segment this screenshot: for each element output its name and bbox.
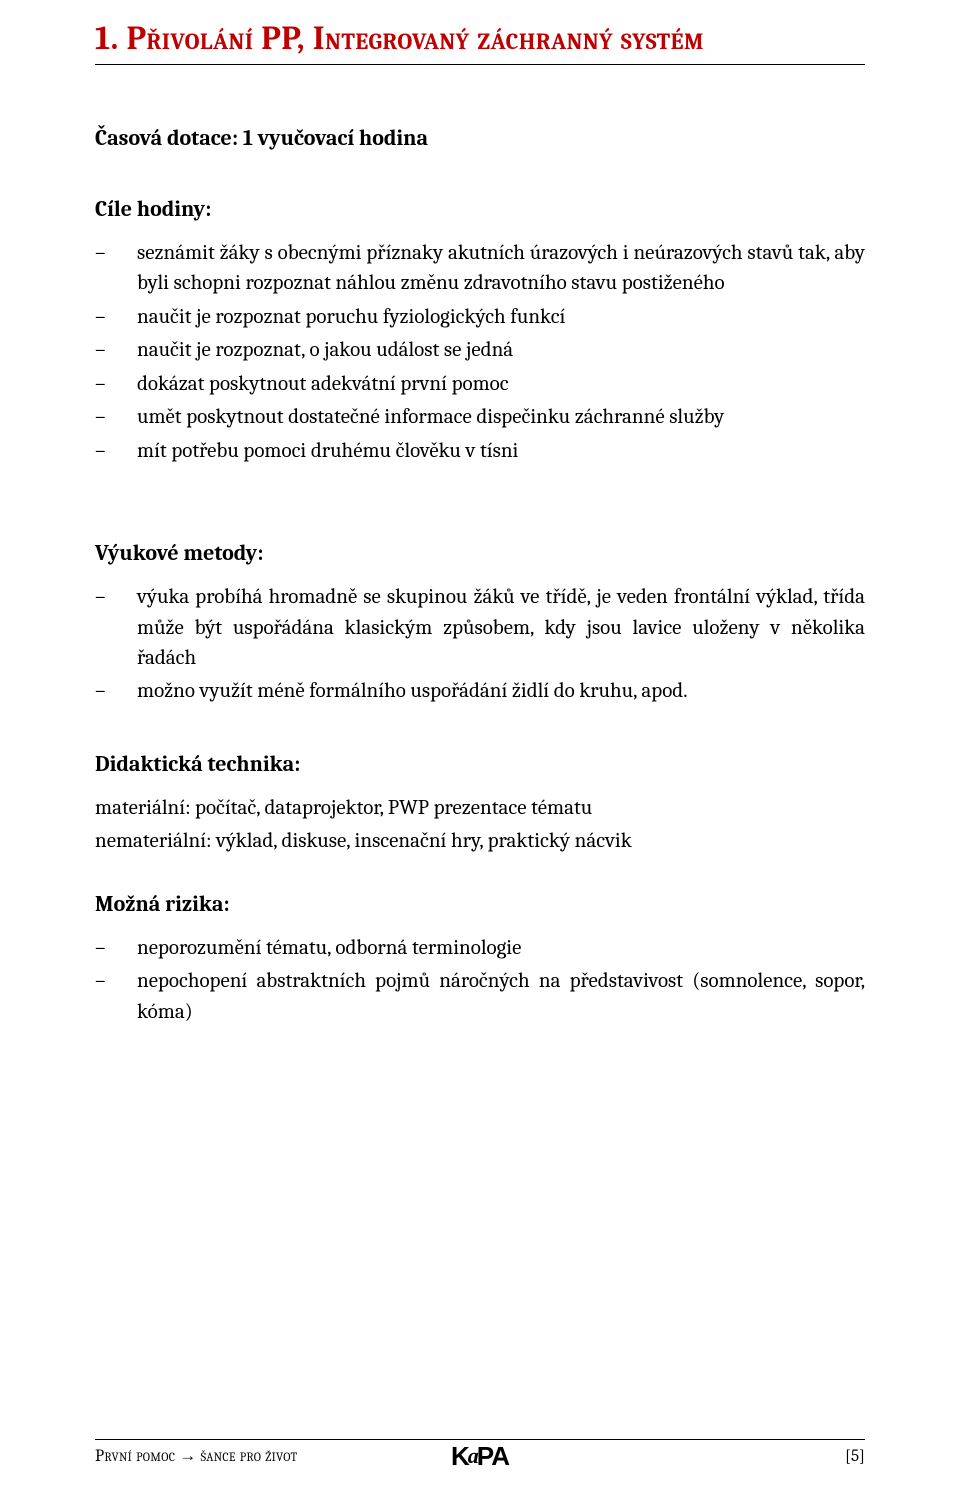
methods-heading: Výukové metody: xyxy=(95,540,865,566)
list-item: umět poskytnout dostatečné informace dis… xyxy=(137,402,865,432)
footer-text: První pomoc xyxy=(95,1447,175,1466)
kapa-logo: KaPA xyxy=(451,1441,509,1472)
list-item: naučit je rozpoznat, o jakou událost se … xyxy=(137,335,865,365)
methods-list: výuka probíhá hromadně se skupinou žáků … xyxy=(95,582,865,707)
list-item: neporozumění tématu, odborná terminologi… xyxy=(137,933,865,963)
didactic-line: materiální: počítač, dataprojektor, PWP … xyxy=(95,793,865,823)
didactic-heading: Didaktická technika: xyxy=(95,751,865,777)
logo-k: K xyxy=(451,1441,469,1472)
list-item: mít potřebu pomoci druhému člověku v tís… xyxy=(137,436,865,466)
footer-logo: KaPA xyxy=(451,1441,509,1472)
list-item: seznámit žáky s obecnými příznaky akutní… xyxy=(137,238,865,299)
page-number: [5] xyxy=(845,1447,865,1466)
list-item: možno využít méně formálního uspořádání … xyxy=(137,676,865,706)
chapter-title: 1. Přivolání PP, Integrovaný záchranný s… xyxy=(95,20,865,58)
list-item: dokázat poskytnout adekvátní první pomoc xyxy=(137,369,865,399)
footer-text: šance pro život xyxy=(201,1447,298,1466)
didactic-line: nemateriální: výklad, diskuse, inscenačn… xyxy=(95,826,865,856)
arrow-icon: → xyxy=(179,1446,196,1465)
title-underline xyxy=(95,64,865,65)
risks-list: neporozumění tématu, odborná terminologi… xyxy=(95,933,865,1027)
goals-heading: Cíle hodiny: xyxy=(95,196,865,222)
goals-list: seznámit žáky s obecnými příznaky akutní… xyxy=(95,238,865,466)
list-item: výuka probíhá hromadně se skupinou žáků … xyxy=(137,582,865,673)
list-item: nepochopení abstraktních pojmů náročných… xyxy=(137,966,865,1027)
page-footer: První pomoc → šance pro život KaPA [5] xyxy=(95,1439,865,1466)
logo-pa: PA xyxy=(477,1441,509,1472)
footer-left: První pomoc → šance pro život xyxy=(95,1446,298,1466)
list-item: naučit je rozpoznat poruchu fyziologický… xyxy=(137,302,865,332)
time-allocation: Časová dotace: 1 vyučovací hodina xyxy=(95,125,865,151)
risks-heading: Možná rizika: xyxy=(95,891,865,917)
